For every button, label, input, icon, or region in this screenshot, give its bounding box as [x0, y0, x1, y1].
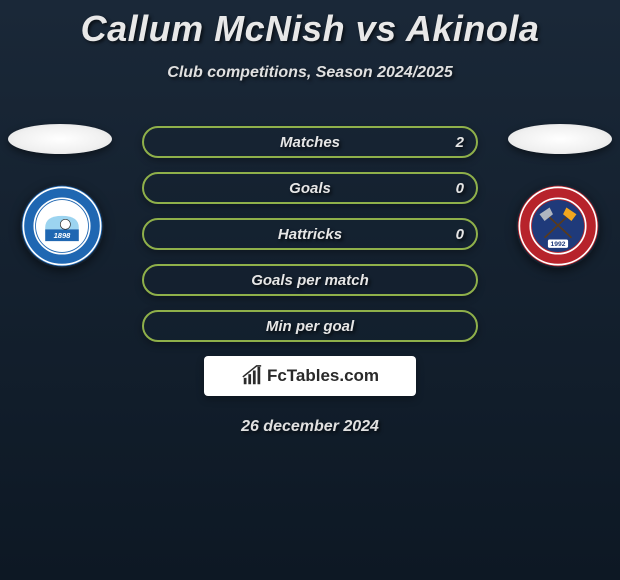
player-right-platform: [508, 124, 612, 154]
comparison-content: 1898 1992 Matches 2 Goals 0 H: [0, 126, 620, 436]
stat-label: Goals per match: [251, 272, 369, 289]
club-crest-right: 1992: [516, 184, 600, 268]
club-crest-left: 1898: [20, 184, 104, 268]
chart-icon: [241, 365, 263, 387]
stat-label: Matches: [280, 134, 340, 151]
stat-right-value: 2: [456, 134, 464, 151]
stat-row-matches: Matches 2: [142, 126, 478, 158]
stat-rows: Matches 2 Goals 0 Hattricks 0 Goals per …: [142, 126, 478, 342]
svg-text:1898: 1898: [54, 231, 72, 240]
brand-text: FcTables.com: [267, 366, 379, 386]
stat-label: Hattricks: [278, 226, 342, 243]
season-subtitle: Club competitions, Season 2024/2025: [0, 64, 620, 82]
page-title: Callum McNish vs Akinola: [0, 0, 620, 50]
player-left-platform: [8, 124, 112, 154]
date-label: 26 december 2024: [0, 418, 620, 436]
svg-text:1992: 1992: [551, 241, 566, 248]
stat-row-goals: Goals 0: [142, 172, 478, 204]
stat-label: Goals: [289, 180, 331, 197]
stat-label: Min per goal: [266, 318, 354, 335]
stat-row-hattricks: Hattricks 0: [142, 218, 478, 250]
brand-box: FcTables.com: [204, 356, 416, 396]
stat-right-value: 0: [456, 180, 464, 197]
stat-right-value: 0: [456, 226, 464, 243]
stat-row-min-per-goal: Min per goal: [142, 310, 478, 342]
stat-row-goals-per-match: Goals per match: [142, 264, 478, 296]
